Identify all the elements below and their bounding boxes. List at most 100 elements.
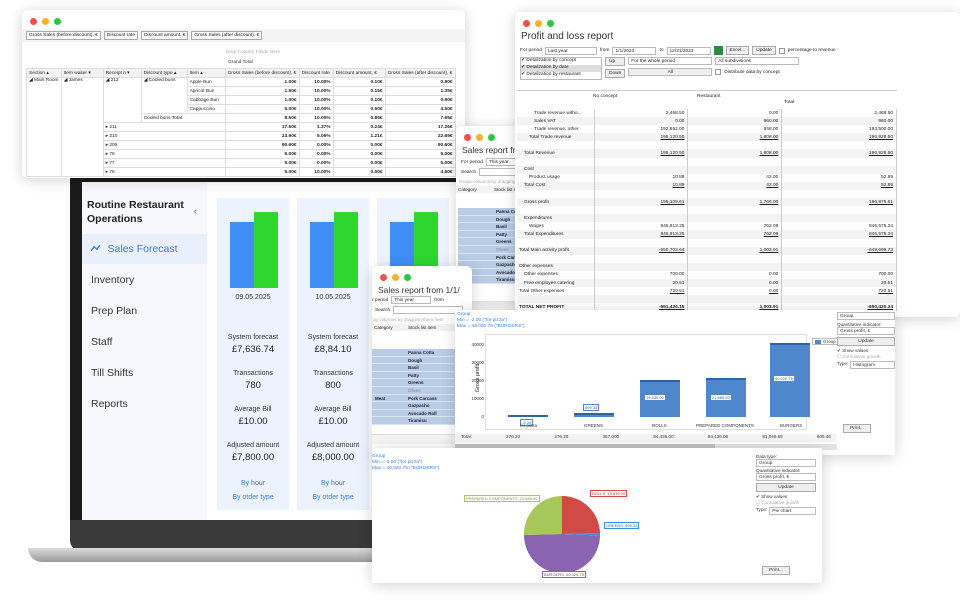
receipt-expander[interactable]: ▸ 76 (102, 167, 226, 177)
period-select[interactable]: This year (391, 296, 432, 304)
list-item[interactable]: Basil (458, 223, 536, 231)
cumulative-checkbox[interactable]: ☐ Cumulative growth (756, 500, 800, 505)
print-button[interactable]: Print... (762, 566, 790, 575)
to-date-input[interactable]: 12/31/2023 (666, 46, 711, 55)
sidebar-item-inventory[interactable]: Inventory (91, 274, 135, 286)
row-header-receipt[interactable]: Receipt n ▾ (102, 68, 142, 78)
section-cell[interactable]: ◢ Main Room (26, 77, 62, 177)
list-item[interactable]: Gazpacho (458, 261, 536, 269)
list-item[interactable]: Panna Cotta (458, 208, 536, 216)
list-item[interactable]: Tiramisu (458, 276, 536, 284)
quant-select[interactable]: Gross profit, £ (837, 327, 895, 335)
column-header[interactable]: Stock list item (408, 325, 437, 330)
close-icon[interactable] (380, 274, 387, 281)
field-button[interactable]: Discount rate (103, 31, 139, 40)
minimize-icon[interactable] (392, 274, 399, 281)
search-input[interactable] (393, 306, 464, 314)
list-item[interactable]: Avocado Roll (372, 409, 472, 418)
print-button[interactable]: Print... (843, 424, 871, 433)
update-button[interactable]: Update (752, 46, 776, 55)
chart-type-select[interactable]: Histogram (850, 361, 895, 369)
list-item[interactable]: Dough (458, 215, 536, 224)
minimize-icon[interactable] (42, 18, 49, 25)
waiter-cell[interactable]: ◢ James (60, 77, 104, 177)
collapse-icon[interactable]: ‹ (194, 206, 197, 216)
close-icon[interactable] (30, 18, 37, 25)
list-item[interactable]: Gazpacho (372, 402, 472, 410)
list-item[interactable]: Avocado Roll (458, 268, 536, 277)
pie-slice-greens[interactable] (562, 533, 601, 536)
whole-period-select[interactable]: For the whole period (628, 57, 713, 65)
receipt-expander[interactable]: ▸ 78 (102, 149, 226, 159)
update-button[interactable]: Update (756, 483, 816, 492)
list-item[interactable]: Greens (372, 379, 472, 387)
detalization-option[interactable]: ✔ Detalization by concept (521, 58, 576, 63)
receipt-expander[interactable]: ▸ 211 (102, 122, 226, 132)
list-item[interactable]: Olives (458, 245, 536, 254)
maximize-icon[interactable] (404, 274, 411, 281)
concept-select[interactable]: All (628, 68, 713, 76)
list-item[interactable]: Patty (458, 230, 536, 239)
data-type-select[interactable]: Group (756, 459, 816, 467)
minimize-icon[interactable] (535, 20, 542, 27)
bar-for-pizza[interactable] (508, 415, 548, 417)
update-button[interactable]: Update (837, 337, 895, 346)
field-button[interactable]: Gross Sales (before discount), € (26, 31, 101, 40)
show-values-checkbox[interactable]: ✔ Show values (756, 494, 788, 499)
maximize-icon[interactable] (54, 18, 61, 25)
maximize-icon[interactable] (547, 20, 554, 27)
discount-type-cell[interactable]: ◢ Cooled buns (140, 77, 188, 114)
column-header[interactable]: Stock list item (494, 187, 523, 192)
list-item[interactable]: Basil (372, 364, 472, 372)
row-header-item[interactable]: Item ▴ (186, 68, 226, 78)
sidebar-item-sales-forecast[interactable]: Sales Forecast (82, 234, 207, 264)
excel-button[interactable]: Excel... (725, 46, 750, 55)
percentage-checkbox[interactable] (778, 47, 785, 54)
horizontal-scrollbar[interactable] (455, 444, 837, 450)
column-header[interactable]: Category (374, 325, 393, 330)
list-item[interactable]: Pork Carcass (458, 253, 536, 262)
pie-slice-prepared-components[interactable] (523, 496, 562, 535)
link-by-order-type[interactable]: By otder type (232, 494, 274, 501)
sidebar-item-reports[interactable]: Reports (91, 398, 128, 410)
list-item[interactable]: Meat Pork Carcass (372, 394, 472, 403)
row-header-waiter[interactable]: Item waiter ▾ (60, 68, 104, 78)
pie-slice-burgers[interactable] (523, 534, 600, 574)
down-button[interactable]: Down (605, 69, 626, 78)
field-button[interactable]: Gross Sales (after discount), € (191, 31, 263, 40)
cumulative-checkbox[interactable]: ☐ Cumulative growth (837, 354, 881, 359)
distribute-checkbox[interactable] (715, 69, 722, 75)
up-button[interactable]: Up (605, 57, 626, 66)
link-by-order-type[interactable]: By otder type (312, 494, 354, 501)
receipt-expander[interactable]: ▸ 210 (102, 131, 226, 141)
list-item[interactable]: Greens (458, 238, 536, 246)
list-item[interactable]: Patty (372, 371, 472, 380)
column-header[interactable]: Category (458, 187, 477, 192)
sidebar-item-prep-plan[interactable]: Prep Plan (91, 305, 138, 317)
list-item[interactable]: Panna Cotta (372, 349, 472, 357)
list-item[interactable]: Olives (372, 386, 472, 395)
list-item[interactable]: Dough (372, 356, 472, 365)
minimize-icon[interactable] (476, 134, 483, 141)
receipt-cell[interactable]: ◢ 212 (102, 77, 142, 123)
field-button[interactable]: Discount amount, € (141, 31, 189, 40)
row-header-section[interactable]: Section ▴ (26, 68, 62, 78)
period-select[interactable]: Last year (544, 46, 597, 55)
sidebar-item-staff[interactable]: Staff (91, 336, 113, 348)
detalization-option[interactable]: ✔ Detalization by date (521, 65, 601, 72)
maximize-icon[interactable] (488, 134, 495, 141)
list-item[interactable]: Tiramisu (372, 417, 472, 425)
subdivisions-select[interactable]: All subdivisions (715, 57, 800, 65)
show-values-checkbox[interactable]: ✔ Show values (837, 348, 869, 353)
receipt-expander[interactable]: ▸ 77 (102, 158, 226, 168)
link-by-hour[interactable]: By hour (320, 480, 346, 487)
from-date-input[interactable]: 1/1/2023 (612, 46, 657, 55)
close-icon[interactable] (523, 20, 530, 27)
pie-slice-rolls[interactable] (562, 496, 600, 534)
link-by-hour[interactable]: By hour (240, 480, 266, 487)
detalization-option[interactable]: ✔ Detalization by restaurant (521, 72, 581, 77)
chart-type-select[interactable]: Pie chart (769, 507, 816, 515)
bar-greens[interactable] (574, 413, 614, 417)
row-header-discount-type[interactable]: Discount type ▴ (140, 68, 188, 78)
data-type-select[interactable]: Group (837, 312, 895, 320)
